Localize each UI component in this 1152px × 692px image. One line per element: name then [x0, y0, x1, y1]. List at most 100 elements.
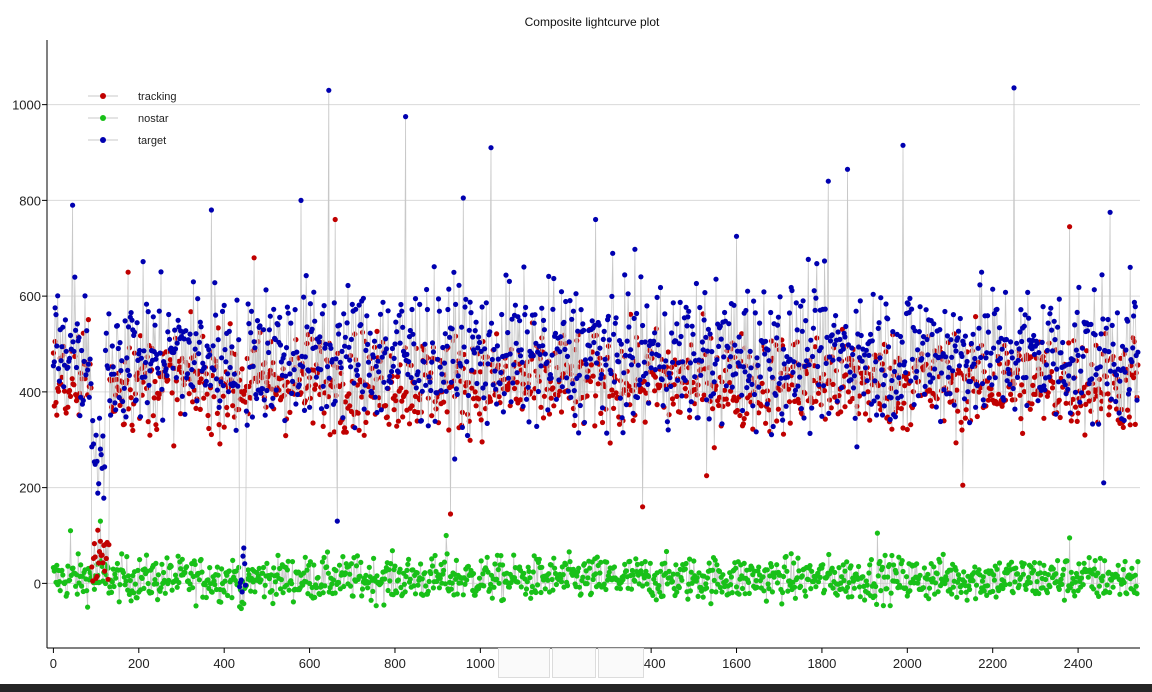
- data-point-target: [153, 356, 159, 362]
- data-point-nostar: [193, 603, 199, 609]
- data-point-target: [195, 296, 201, 302]
- data-point-tracking: [205, 412, 211, 419]
- data-point-nostar: [829, 565, 835, 571]
- data-point-nostar: [839, 574, 845, 580]
- data-point-nostar: [430, 585, 436, 591]
- data-point-nostar: [411, 583, 417, 589]
- data-point-target: [952, 343, 958, 349]
- data-point-tracking: [988, 386, 994, 392]
- data-point-nostar: [848, 563, 854, 569]
- data-point-nostar: [872, 593, 878, 599]
- data-point-target: [67, 355, 73, 361]
- data-point-nostar: [761, 588, 767, 594]
- data-point-nostar: [669, 578, 676, 585]
- data-point-target: [975, 345, 981, 351]
- data-point-nostar: [915, 580, 921, 586]
- data-point-nostar: [57, 588, 63, 594]
- data-point-target: [412, 296, 419, 302]
- x-tick-label: 1600: [722, 656, 751, 671]
- data-point-target: [459, 324, 465, 330]
- data-point-target: [511, 362, 517, 368]
- data-point-tracking: [106, 542, 112, 548]
- data-point-target: [165, 329, 171, 335]
- data-point-tracking: [768, 338, 775, 344]
- data-point-target: [651, 338, 657, 344]
- data-point-tracking: [926, 387, 933, 393]
- data-point-target: [1024, 402, 1030, 409]
- data-point-nostar: [533, 589, 539, 596]
- data-point-target: [890, 329, 896, 335]
- data-point-target: [622, 352, 629, 358]
- data-point-nostar: [238, 605, 244, 612]
- data-point-tracking: [641, 378, 647, 384]
- data-point-target: [581, 419, 588, 426]
- data-point-nostar: [285, 558, 291, 564]
- data-point-target: [233, 427, 239, 433]
- data-point-target: [210, 343, 216, 349]
- data-point-nostar: [205, 577, 211, 583]
- data-point-nostar: [642, 559, 648, 565]
- data-point-target: [286, 360, 292, 366]
- data-point-target: [781, 361, 787, 367]
- data-point-target: [475, 345, 481, 351]
- data-point-tracking: [125, 269, 131, 275]
- data-point-nostar: [174, 584, 180, 590]
- data-point-target: [996, 325, 1003, 331]
- data-point-nostar: [182, 570, 188, 576]
- data-point-nostar: [993, 594, 999, 600]
- data-point-nostar: [841, 577, 847, 584]
- data-point-target: [447, 334, 453, 340]
- data-point-target: [779, 411, 785, 417]
- data-point-tracking: [1113, 385, 1119, 391]
- data-point-target: [445, 306, 451, 313]
- data-point-target: [665, 427, 671, 433]
- data-point-target: [243, 408, 249, 414]
- data-point-target: [73, 364, 80, 371]
- data-point-tracking: [883, 349, 889, 355]
- data-point-target: [1089, 376, 1095, 382]
- data-point-nostar: [597, 570, 603, 576]
- data-point-nostar: [261, 594, 267, 600]
- data-point-target: [892, 414, 899, 420]
- data-point-nostar: [1100, 573, 1106, 579]
- data-point-target: [179, 393, 185, 399]
- data-point-nostar: [414, 570, 420, 576]
- data-point-target: [515, 314, 521, 320]
- data-point-target: [416, 377, 422, 384]
- data-point-target: [514, 370, 520, 376]
- data-point-nostar: [851, 585, 858, 591]
- data-point-target: [393, 319, 399, 325]
- data-point-nostar: [863, 578, 869, 584]
- data-point-target: [821, 258, 828, 264]
- data-point-nostar: [780, 589, 786, 596]
- data-point-target: [700, 347, 706, 353]
- data-point-target: [354, 372, 360, 378]
- data-point-tracking: [643, 390, 649, 396]
- data-point-nostar: [601, 581, 607, 587]
- data-point-target: [713, 276, 719, 282]
- data-point-tracking: [346, 391, 352, 397]
- data-point-nostar: [1059, 581, 1065, 588]
- legend-item-target: target: [88, 135, 166, 147]
- data-point-tracking: [710, 406, 716, 412]
- data-point-target: [431, 264, 437, 270]
- data-point-target: [172, 327, 178, 333]
- data-point-nostar: [990, 588, 996, 595]
- data-point-target: [275, 322, 281, 328]
- data-point-tracking: [97, 538, 103, 544]
- data-point-tracking: [1068, 418, 1074, 424]
- data-point-tracking: [989, 392, 995, 398]
- data-point-target: [687, 407, 693, 413]
- data-point-nostar: [1133, 583, 1139, 589]
- data-point-target: [687, 360, 694, 366]
- data-point-nostar: [341, 583, 347, 590]
- data-point-nostar: [87, 570, 93, 576]
- data-point-tracking: [758, 403, 764, 409]
- data-point-target: [464, 432, 471, 439]
- data-point-target: [172, 346, 179, 352]
- data-point-target: [419, 388, 425, 394]
- data-point-target: [190, 279, 196, 285]
- data-point-nostar: [875, 573, 881, 579]
- data-point-target: [377, 311, 384, 317]
- data-point-target: [212, 280, 218, 286]
